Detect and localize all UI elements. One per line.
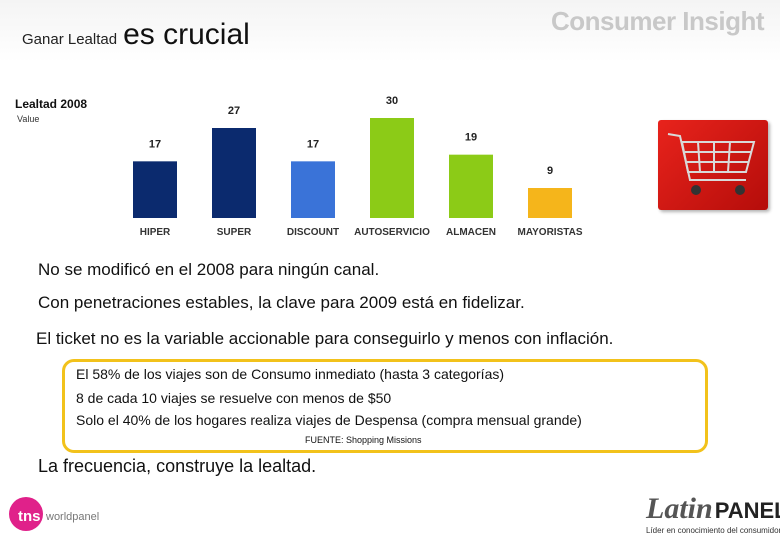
bar-value-label: 27 xyxy=(228,105,240,117)
bar-value-label: 17 xyxy=(307,138,319,150)
text-line-4: La frecuencia, construye la lealtad. xyxy=(38,456,317,476)
bar-mayoristas xyxy=(528,188,572,218)
header-band xyxy=(0,0,780,62)
category-label: HIPER xyxy=(140,227,171,238)
bar-value-label: 30 xyxy=(386,95,398,107)
bar-hiper xyxy=(133,161,177,218)
category-label: AUTOSERVICIO xyxy=(354,227,430,238)
page-title-big: es crucial xyxy=(123,18,250,51)
brand-consumer-insight: Consumer Insight xyxy=(550,6,765,36)
bar-value-label: 17 xyxy=(149,138,161,150)
page-title-small: Ganar Lealtad xyxy=(22,31,118,48)
tns-logo-icon xyxy=(9,497,43,531)
chart-title: Lealtad 2008 xyxy=(15,97,88,111)
category-label: MAYORISTAS xyxy=(517,227,582,238)
box-source: FUENTE: Shopping Missions xyxy=(305,435,422,445)
tns-logo-sub: worldpanel xyxy=(46,511,100,523)
latinpanel-latin: Latin xyxy=(646,492,713,525)
category-label: ALMACEN xyxy=(446,227,496,238)
bar-value-label: 9 xyxy=(547,165,553,177)
bar-chart: 17 HIPER 27 SUPER 17 DISCOUNT 30 AUTOSERVICIO 19… xyxy=(133,95,583,238)
box-item-1: El 58% de los viajes son de Consumo inme… xyxy=(76,366,505,382)
box-item-3: Solo el 40% de los hogares realiza viaje… xyxy=(76,412,582,428)
latinpanel-tagline: Líder en conocimiento del consumidor xyxy=(646,526,780,535)
bar-autoservicio xyxy=(370,118,414,218)
bar-almacen xyxy=(449,154,493,218)
category-label: SUPER xyxy=(217,227,252,238)
text-line-2: Con penetraciones estables, la clave par… xyxy=(38,293,525,312)
chart-value-label: Value xyxy=(17,114,40,124)
page-title: Ganar Lealtad es crucial xyxy=(22,18,250,52)
shopping-cart-icon xyxy=(667,133,756,195)
tns-logo-label: tns xyxy=(18,508,41,525)
highlight-box xyxy=(62,359,708,453)
bar-super xyxy=(212,128,256,218)
bar-value-label: 19 xyxy=(465,132,477,144)
category-label: DISCOUNT xyxy=(287,227,339,238)
text-line-1: No se modificó en el 2008 para ningún ca… xyxy=(38,260,380,279)
box-item-2: 8 de cada 10 viajes se resuelve con meno… xyxy=(76,390,392,406)
bar-discount xyxy=(291,161,335,218)
text-line-3: El ticket no es la variable accionable p… xyxy=(36,329,614,348)
shopping-cart-image xyxy=(658,120,768,210)
